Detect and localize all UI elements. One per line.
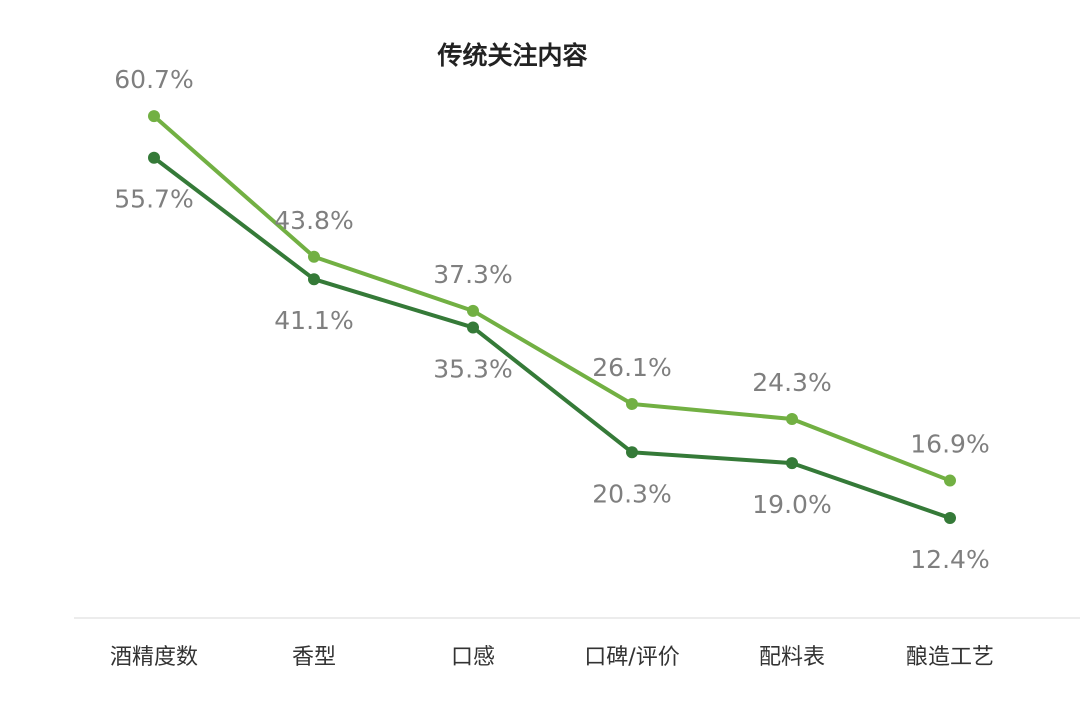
data-point xyxy=(148,110,160,123)
data-label: 43.8% xyxy=(274,206,353,235)
x-tick-label: 口碑/评价 xyxy=(584,645,679,670)
data-label: 19.0% xyxy=(752,490,831,519)
data-point xyxy=(467,304,479,317)
data-label: 12.4% xyxy=(910,545,989,574)
data-point xyxy=(308,273,320,286)
data-label: 35.3% xyxy=(433,354,512,383)
data-label: 26.1% xyxy=(592,353,671,382)
data-point xyxy=(786,457,798,470)
x-tick-label: 酿造工艺 xyxy=(906,645,994,670)
x-tick-label: 香型 xyxy=(292,645,336,670)
data-point xyxy=(308,250,320,263)
data-label: 16.9% xyxy=(910,430,989,459)
data-label: 41.1% xyxy=(274,306,353,335)
data-label: 20.3% xyxy=(592,479,671,508)
x-tick-label: 配料表 xyxy=(759,645,825,670)
data-point xyxy=(626,446,638,459)
data-point xyxy=(467,321,479,334)
data-point xyxy=(944,512,956,524)
data-point xyxy=(786,412,798,425)
data-point xyxy=(944,474,956,487)
series-line-2 xyxy=(152,155,952,520)
data-point xyxy=(626,398,638,411)
x-tick-label: 口感 xyxy=(451,645,495,670)
chart-title: 传统关注内容 xyxy=(437,41,588,70)
data-label: 37.3% xyxy=(433,260,512,289)
series-line-1 xyxy=(152,114,952,483)
data-label: 55.7% xyxy=(114,185,193,214)
data-label: 60.7% xyxy=(114,65,193,94)
data-point xyxy=(148,151,160,164)
data-label: 24.3% xyxy=(752,368,831,397)
x-tick-label: 酒精度数 xyxy=(110,645,198,670)
